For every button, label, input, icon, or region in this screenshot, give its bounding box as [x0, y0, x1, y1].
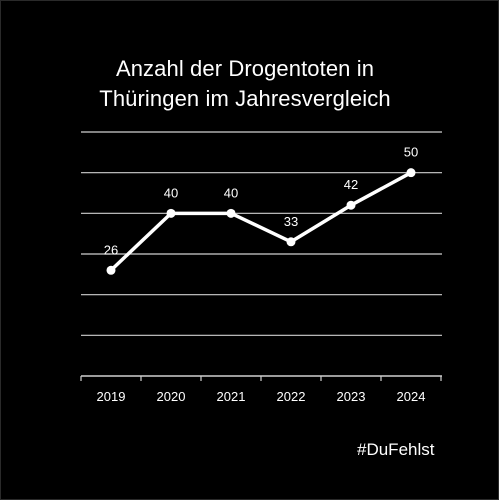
x-tick-label: 2023 [337, 389, 366, 404]
x-tick-label: 2024 [397, 389, 426, 404]
data-label: 40 [164, 185, 178, 200]
hashtag-label: #DuFehlst [357, 440, 435, 459]
x-tick-label: 2020 [157, 389, 186, 404]
data-label: 50 [404, 145, 418, 160]
data-label: 40 [224, 185, 238, 200]
chart-title: Anzahl der Drogentoten in Thüringen im J… [60, 54, 430, 114]
data-label: 42 [344, 177, 358, 192]
x-tick-label: 2022 [277, 389, 306, 404]
data-label: 33 [284, 214, 298, 229]
data-point [226, 208, 236, 218]
series-line [109, 170, 413, 273]
data-point [406, 168, 416, 178]
data-label: 26 [104, 242, 118, 257]
chart-title-line-1: Anzahl der Drogentoten in [115, 56, 375, 81]
data-point [106, 265, 116, 275]
x-tick-label: 2021 [217, 389, 246, 404]
data-point [346, 200, 356, 210]
data-point [166, 208, 176, 218]
chart-title-line-2: Thüringen im Jahresvergleich [99, 86, 391, 111]
data-point [286, 237, 296, 247]
x-tick-label: 2019 [97, 389, 126, 404]
